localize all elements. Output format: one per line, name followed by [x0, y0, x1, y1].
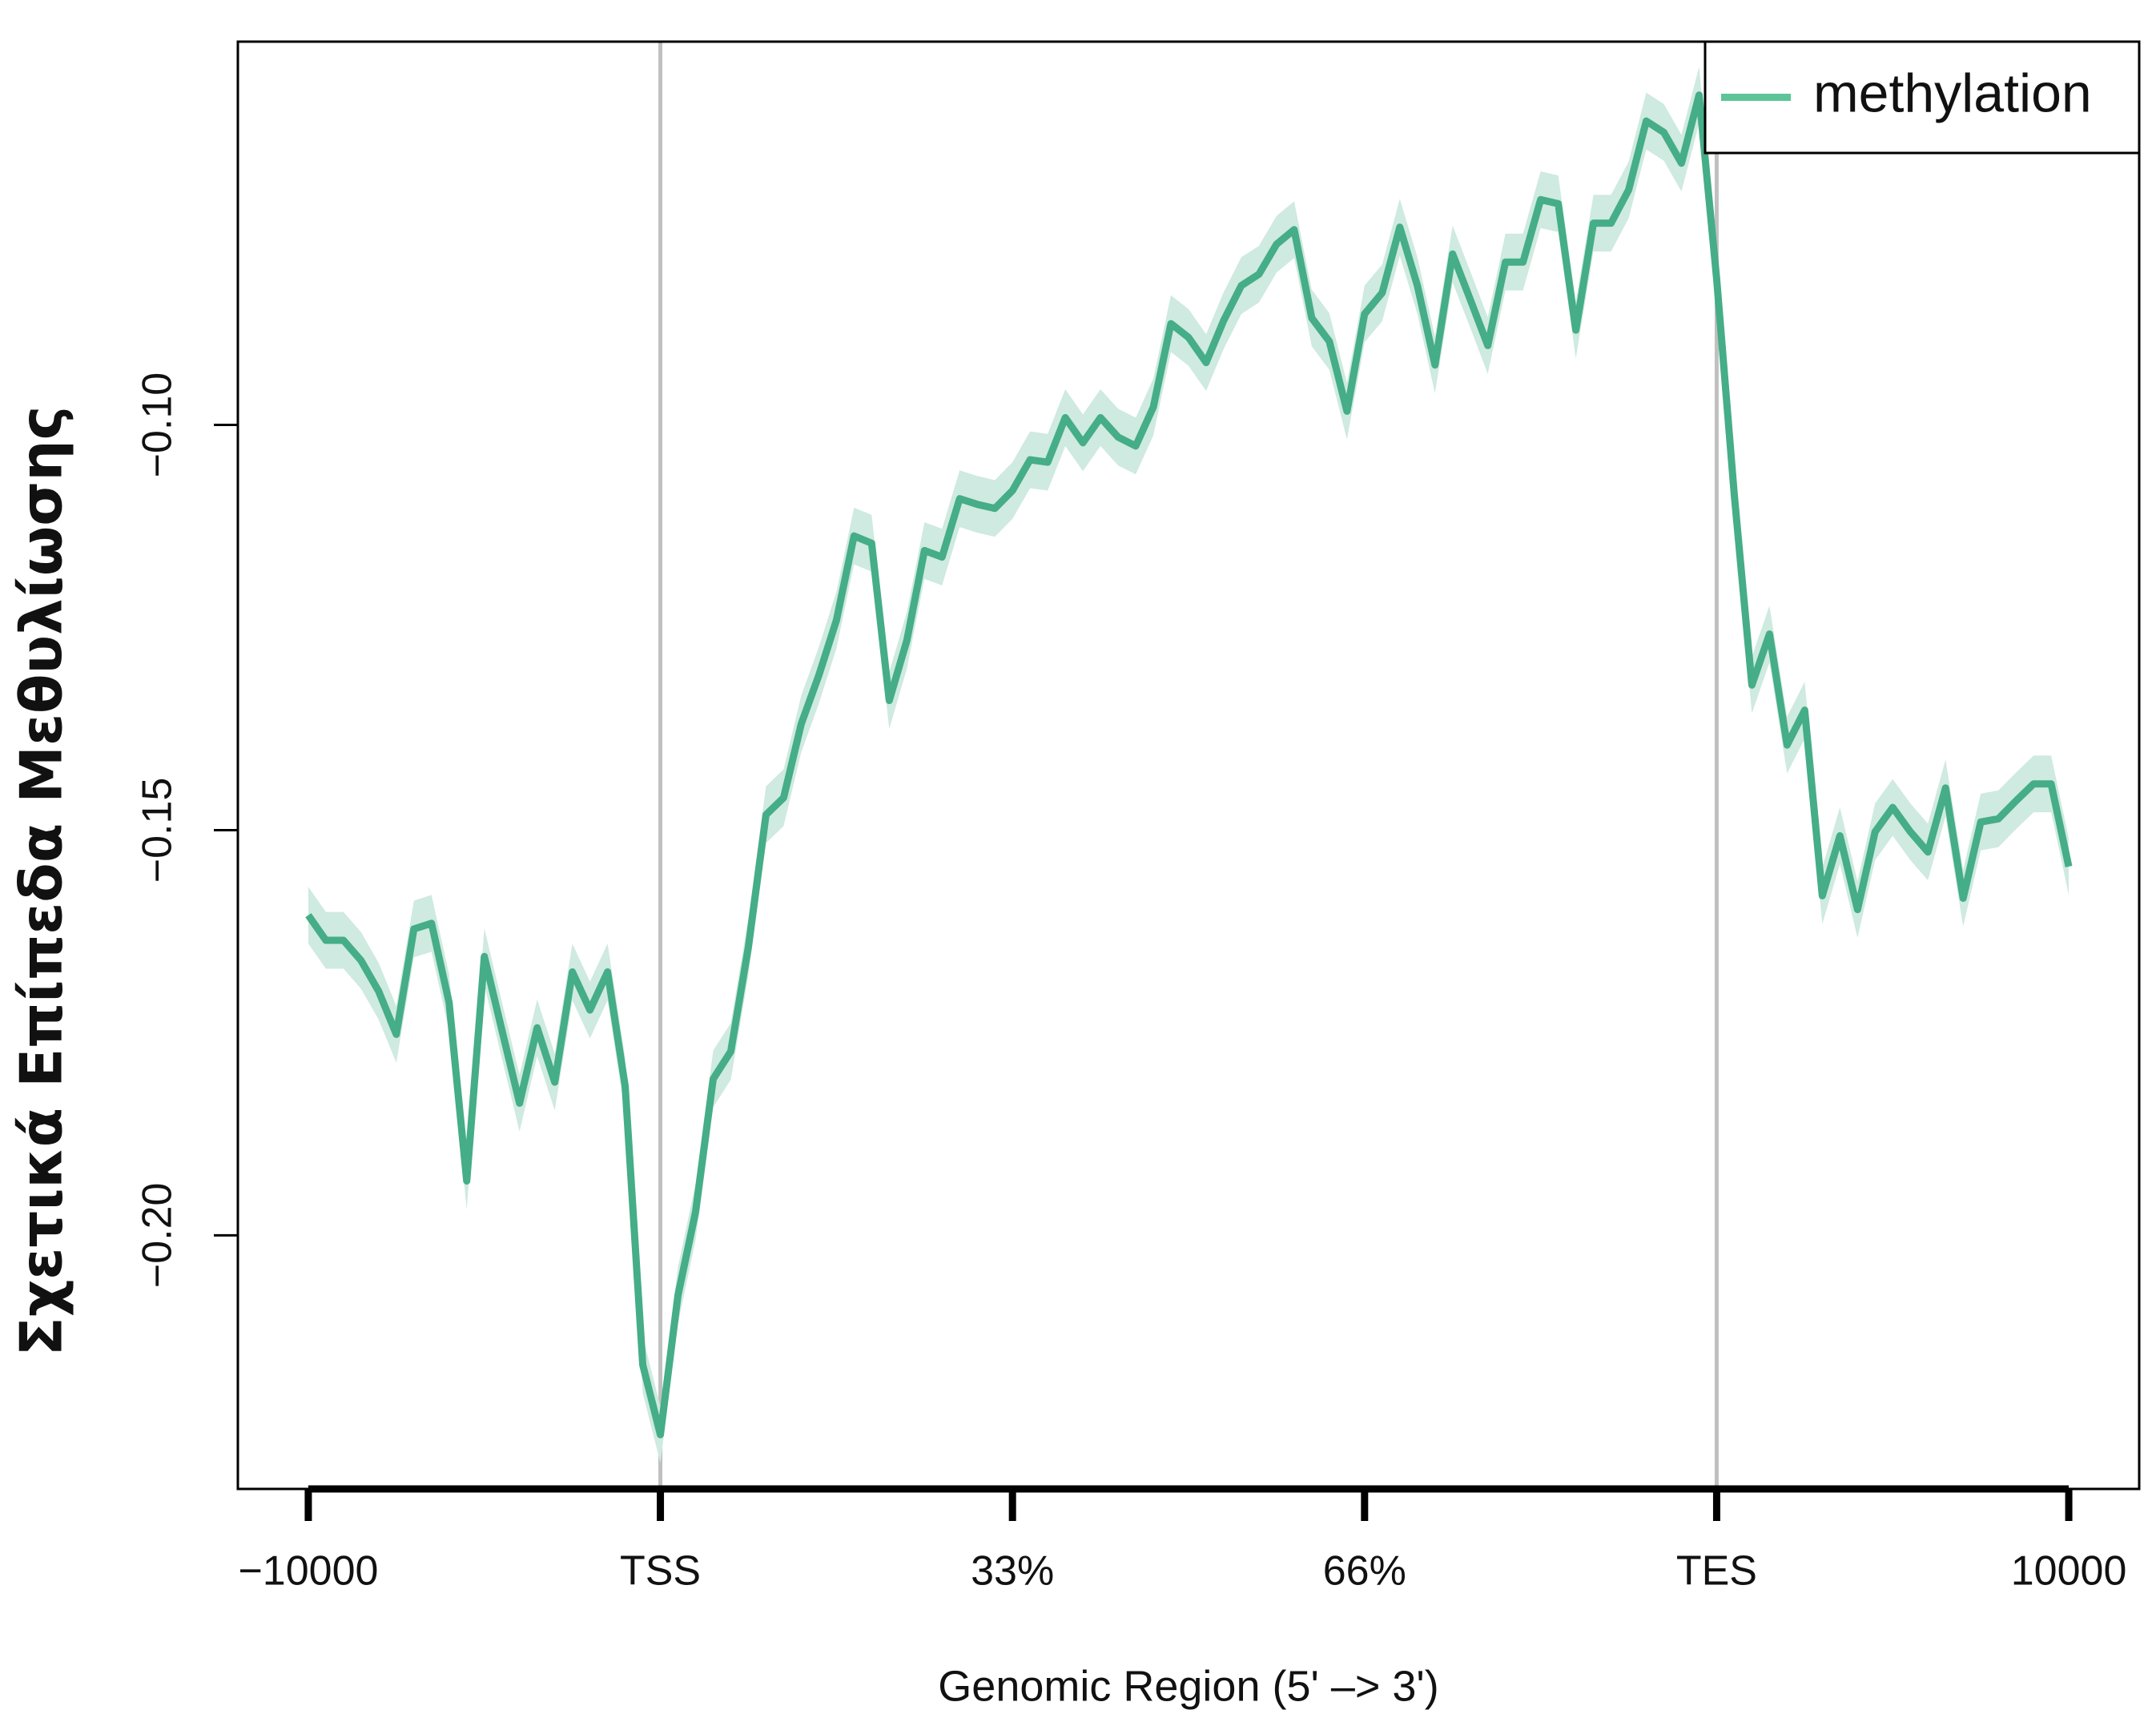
x-tick-label: 66%	[1323, 1548, 1406, 1595]
data-line	[305, 91, 2073, 1438]
y-tick-label: −0.15	[135, 778, 181, 883]
x-tick-label: 33%	[971, 1548, 1054, 1595]
legend-label: methylation	[1813, 62, 2092, 123]
x-tick-label: −10000	[238, 1548, 378, 1595]
x-axis-label: Genomic Region (5' –> 3')	[938, 1662, 1438, 1710]
x-tick-label: TSS	[620, 1548, 701, 1595]
x-tick-label: TES	[1676, 1548, 1757, 1595]
plot-frame	[236, 40, 2141, 1491]
x-tick-label: 10000	[2011, 1548, 2127, 1595]
confidence-band	[308, 66, 2070, 1463]
y-axis-label: Σχετικά Επίπεδα Μεθυλίωσης	[8, 406, 75, 1357]
y-tick-label: −0.10	[135, 372, 181, 478]
y-tick-label: −0.20	[135, 1183, 181, 1289]
